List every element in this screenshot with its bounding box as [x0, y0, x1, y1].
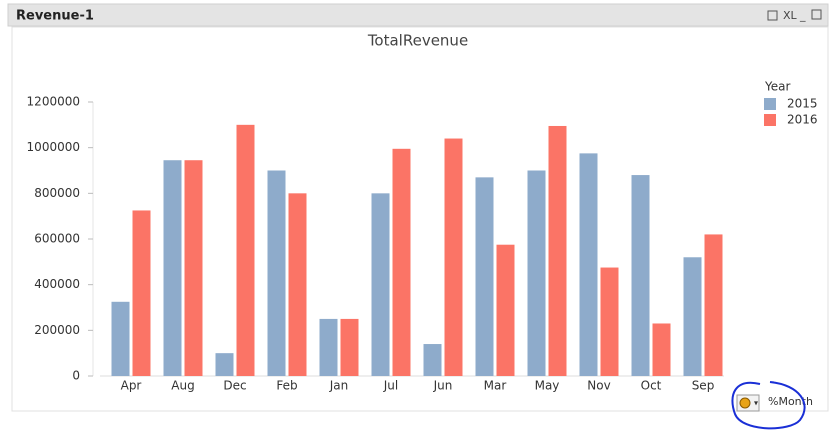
x-tick-label: Nov — [587, 379, 610, 393]
x-axis-dimension[interactable]: %Month — [768, 395, 813, 408]
bar — [215, 353, 234, 376]
x-tick-label: Jan — [329, 379, 349, 393]
bar — [423, 344, 442, 376]
bar — [600, 267, 619, 376]
title-bar — [7, 3, 829, 27]
y-tick-label: 200000 — [34, 323, 80, 337]
x-tick-label: Jul — [383, 379, 398, 393]
legend-title: Year — [764, 80, 790, 94]
bar — [704, 234, 723, 376]
y-tick-label: 1200000 — [27, 95, 80, 109]
bar — [631, 175, 650, 376]
dropdown-arrow: ▾ — [754, 399, 758, 408]
x-tick-label: Dec — [223, 379, 246, 393]
chart-title: TotalRevenue — [367, 32, 468, 50]
legend-label: 2016 — [787, 113, 818, 127]
bar — [548, 125, 567, 376]
window-title: Revenue-1 — [16, 9, 94, 24]
bar — [371, 193, 390, 376]
x-tick-label: Oct — [641, 379, 662, 393]
bar — [267, 170, 286, 376]
y-tick-label: 1000000 — [27, 140, 80, 154]
x-tick-label: May — [535, 379, 560, 393]
xl-button[interactable]: XL — [783, 9, 798, 22]
maximize-button[interactable] — [811, 9, 822, 20]
bar — [579, 153, 598, 376]
bar — [236, 124, 255, 376]
y-tick-label: 400000 — [34, 277, 80, 291]
cycle-icon — [739, 397, 751, 409]
bar — [288, 193, 307, 376]
bar — [184, 160, 203, 376]
print-icon[interactable] — [767, 10, 778, 21]
y-tick-label: 800000 — [34, 186, 80, 200]
bar — [652, 323, 671, 376]
x-tick-label: Feb — [276, 379, 297, 393]
legend-swatch — [764, 114, 776, 126]
minimize-button[interactable]: _ — [799, 9, 806, 22]
bar — [527, 170, 546, 376]
annotation-circle — [731, 381, 806, 430]
bar — [132, 210, 151, 376]
bar — [163, 160, 182, 376]
x-tick-label: Apr — [121, 379, 142, 393]
bar — [444, 138, 463, 376]
y-tick-label: 600000 — [34, 232, 80, 246]
bar — [340, 318, 359, 376]
legend-swatch — [764, 98, 776, 110]
x-tick-label: Aug — [171, 379, 194, 393]
bar — [319, 318, 338, 376]
bar — [392, 148, 411, 376]
x-tick-label: Jun — [433, 379, 453, 393]
y-tick-label: 0 — [72, 369, 80, 383]
legend-label: 2015 — [787, 97, 818, 111]
bar — [111, 301, 130, 376]
x-tick-label: Sep — [692, 379, 715, 393]
bar — [475, 177, 494, 376]
x-tick-label: Mar — [484, 379, 507, 393]
bar — [496, 244, 515, 376]
bar — [683, 257, 702, 376]
